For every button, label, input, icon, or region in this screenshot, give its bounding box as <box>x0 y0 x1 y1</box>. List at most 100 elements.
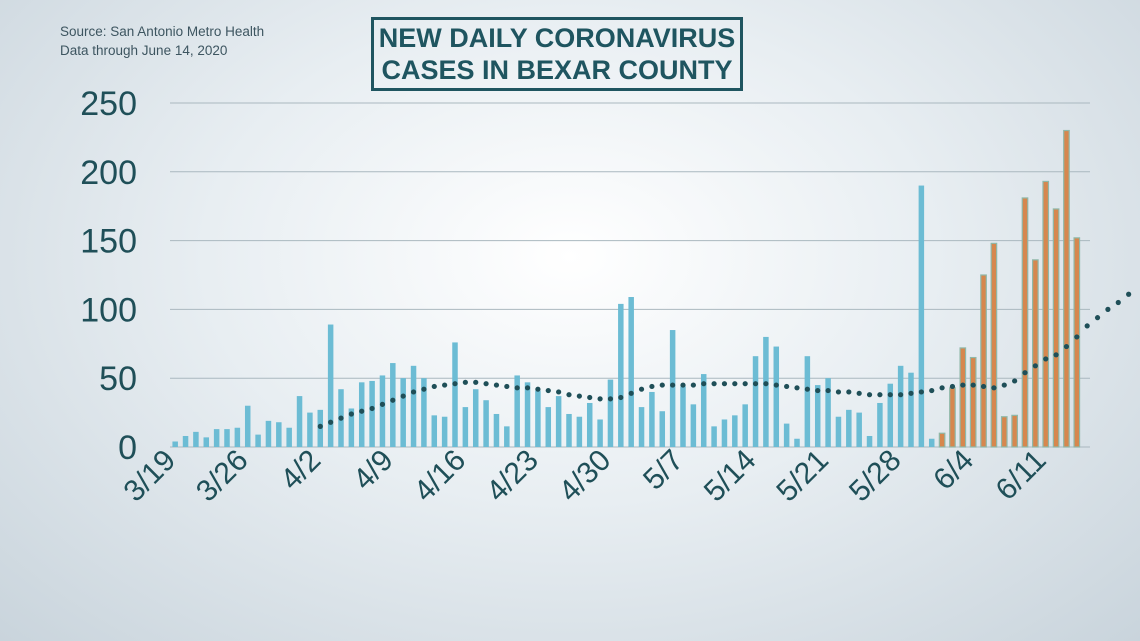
bar-3-22 <box>203 437 210 447</box>
trend-dot <box>1022 370 1028 376</box>
trend-dot <box>607 396 614 402</box>
trend-dot <box>442 382 448 388</box>
bar-5-28 <box>897 365 904 447</box>
bar-4-17 <box>472 389 479 447</box>
bar-6-5 <box>980 274 987 448</box>
trend-dot <box>545 387 551 394</box>
x-tick-label: 4/23 <box>480 444 545 509</box>
trend-dot <box>1084 323 1090 329</box>
y-tick-label: 0 <box>118 429 137 467</box>
bar-3-24 <box>224 429 230 447</box>
trend-dot <box>960 382 966 388</box>
bar-4-28 <box>586 402 593 447</box>
trend-dot <box>317 423 323 429</box>
bar-3-28 <box>265 420 272 447</box>
bar-4-20 <box>504 426 510 447</box>
bar-6-13 <box>1063 129 1070 448</box>
trend-dot <box>815 387 821 394</box>
trend-dot <box>1115 299 1121 306</box>
trend-dot <box>618 394 624 401</box>
trend-dot <box>1053 352 1059 358</box>
x-tick-label: 4/16 <box>408 444 473 509</box>
x-tick-label: 3/26 <box>190 444 255 509</box>
trend-dot <box>659 382 665 388</box>
trend-dot <box>1001 382 1007 388</box>
bar-5-19 <box>804 356 811 447</box>
bar-5-6 <box>669 330 676 447</box>
bar-6-7 <box>1000 416 1008 448</box>
bar-4-23 <box>535 390 541 447</box>
trend-dot <box>649 383 655 390</box>
trend-dot <box>1032 363 1038 369</box>
trend-dot <box>856 390 862 396</box>
trend-dot <box>348 411 354 417</box>
bar-5-3 <box>638 407 645 447</box>
bar-6-2 <box>949 387 956 448</box>
trend-dot <box>918 389 924 395</box>
bar-5-17 <box>783 423 790 447</box>
bar-6-3 <box>959 347 967 448</box>
y-tick-label: 150 <box>80 223 137 261</box>
chart-title-line-1: NEW DAILY CORONAVIRUS <box>378 23 736 53</box>
x-tick-label: 4/2 <box>274 444 327 497</box>
bar-5-16 <box>773 346 780 447</box>
trend-dot <box>576 393 582 399</box>
bar-4-1 <box>307 412 313 447</box>
trend-dot <box>701 381 707 387</box>
data-through-line: Data through June 14, 2020 <box>60 43 228 58</box>
trend-dot <box>877 392 883 398</box>
trend-dot <box>898 392 904 398</box>
trend-dots <box>317 291 1132 429</box>
trend-dot <box>1105 306 1111 312</box>
y-tick-label: 200 <box>80 154 137 192</box>
trend-dot <box>991 385 997 391</box>
bar-5-2 <box>628 297 634 447</box>
bar-5-9 <box>700 374 707 447</box>
bar-4-16 <box>462 407 469 447</box>
trend-dot <box>597 396 603 402</box>
trend-dot <box>835 389 842 395</box>
chart-title-line-2: CASES IN BEXAR COUNTY <box>381 55 733 85</box>
bar-3-29 <box>276 422 282 447</box>
trend-dot <box>338 415 344 421</box>
y-tick-label: 250 <box>80 85 137 123</box>
bar-6-11 <box>1042 180 1050 448</box>
trend-dot <box>908 390 914 396</box>
trend-dot <box>929 387 935 394</box>
trend-dot <box>379 401 386 407</box>
bar-3-31 <box>296 396 303 447</box>
bar-4-24 <box>545 407 552 447</box>
bar-5-8 <box>690 404 697 447</box>
bar-5-25 <box>866 435 873 447</box>
x-tick-label: 5/21 <box>770 444 835 509</box>
trend-dot <box>483 381 489 387</box>
bar-3-25 <box>234 427 241 447</box>
trend-dot <box>1043 356 1049 362</box>
trend-dot <box>846 389 852 395</box>
bar-series <box>172 129 1081 448</box>
trend-dot <box>680 382 686 388</box>
trend-dot <box>328 419 334 425</box>
bar-5-11 <box>721 419 728 447</box>
bar-6-10 <box>1032 259 1039 448</box>
trend-dot <box>638 386 645 392</box>
trend-dot <box>410 389 417 395</box>
trend-dot <box>690 382 696 388</box>
bar-4-9 <box>390 363 396 447</box>
trend-dot <box>462 379 468 385</box>
trend-dot <box>742 381 748 387</box>
trend-dot <box>1094 315 1101 321</box>
trend-dot <box>804 386 810 392</box>
bar-4-27 <box>576 416 583 447</box>
x-tick-label: 6/4 <box>927 444 980 497</box>
trend-dot <box>556 389 562 395</box>
bar-4-18 <box>483 400 489 447</box>
y-tick-label: 100 <box>80 291 137 329</box>
trend-dot <box>504 383 510 390</box>
x-tick-label: 6/11 <box>990 444 1053 507</box>
bar-3-20 <box>182 435 189 447</box>
x-tick-label: 5/28 <box>843 444 908 509</box>
x-axis-ticks: 3/19 3/26 4/2 4/9 4/16 4/23 4/30 5/7 5/14 5/21 5/2… <box>118 444 1053 509</box>
trend-dot <box>721 381 728 387</box>
bar-4-13 <box>431 415 438 447</box>
